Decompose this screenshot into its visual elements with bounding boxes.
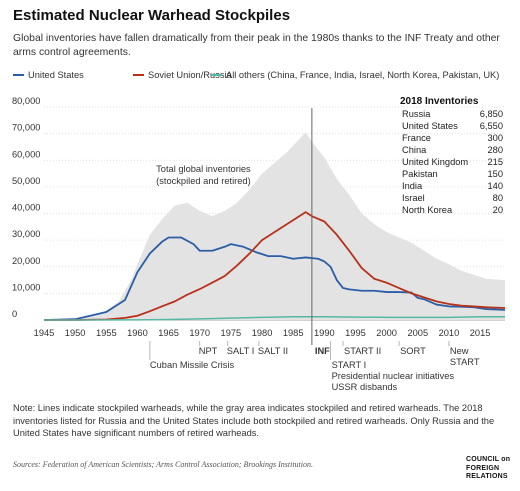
y-tick-label: 80,000 — [12, 96, 40, 106]
inventory-country: United States — [402, 121, 458, 131]
annotation-label: START I — [332, 360, 367, 370]
chart-title: Estimated Nuclear Warhead Stockpiles — [13, 7, 291, 24]
inventory-value: 6,850 — [480, 109, 503, 119]
x-tick-label: 1995 — [345, 328, 366, 338]
y-tick-label: 30,000 — [12, 229, 40, 239]
y-tick-label: 70,000 — [12, 123, 40, 133]
annotation-label: SALT II — [258, 346, 288, 356]
x-tick-label: 2015 — [470, 328, 491, 338]
annotation-label: SORT — [400, 346, 426, 356]
inventory-value: 215 — [487, 157, 503, 167]
x-axis-ticks: 1945 1950 1955 1960 1965 1970 1975 1980 1985 1990… — [34, 328, 491, 338]
annotation-label: New — [450, 346, 469, 356]
legend-item-others: All others (China, France, India, Israel… — [211, 70, 499, 80]
x-tick-label: 1980 — [252, 328, 273, 338]
y-tick-label: 60,000 — [12, 149, 40, 159]
inventories-table: 2018 Inventories Russia 6,850 United States… — [400, 96, 503, 215]
y-tick-label: 0 — [12, 309, 17, 319]
inventory-value: 140 — [487, 181, 503, 191]
annotation-label: START II — [344, 346, 381, 356]
x-tick-label: 1985 — [283, 328, 304, 338]
total-inventory-area — [44, 132, 505, 320]
x-tick-label: 1975 — [221, 328, 242, 338]
inventory-value: 150 — [487, 169, 503, 179]
cfr-logo: COUNCIL on FOREIGN RELATIONS — [466, 456, 510, 482]
annotation-label: START — [450, 357, 480, 367]
inventory-country: United Kingdom — [402, 157, 468, 167]
area-label: Total global inventories (stockpiled and … — [156, 164, 251, 186]
legend-label-us: United States — [28, 70, 84, 80]
series-line-2 — [44, 316, 505, 321]
legend-item-us: United States — [13, 70, 84, 80]
area-label-line: Total global inventories — [156, 164, 251, 174]
warhead-chart: 1945 1950 1955 1960 1965 1970 1975 1980 1985 1990… — [12, 96, 506, 392]
sources-line: Sources: Federation of American Scientis… — [13, 460, 313, 469]
inventory-country: Russia — [402, 109, 431, 119]
inventory-country: North Korea — [402, 205, 453, 215]
treaty-annotations: Cuban Missile Crisis NPT SALT I SALT II STAR… — [149, 341, 480, 392]
legend-label-russia: Soviet Union/Russia — [148, 70, 232, 80]
inventory-country: China — [402, 145, 427, 155]
legend-swatch-russia — [133, 73, 144, 76]
logo-line-1: COUNCIL on — [466, 456, 511, 463]
inventory-value: 80 — [493, 193, 503, 203]
x-tick-label: 2010 — [439, 328, 460, 338]
legend-swatch-us — [13, 73, 24, 76]
legend-label-others: All others (China, France, India, Israel… — [226, 70, 500, 80]
chart-subtitle: Global inventories have fallen dramatica… — [13, 33, 500, 58]
x-tick-label: 1965 — [158, 328, 179, 338]
annotation-label: Presidential nuclear initiatives — [332, 371, 455, 381]
series-line-0 — [43, 236, 506, 321]
x-tick-label: 2005 — [407, 328, 428, 338]
y-tick-label: 20,000 — [12, 256, 40, 266]
y-tick-label: 10,000 — [12, 282, 40, 292]
inventories-title: 2018 Inventories — [400, 96, 479, 107]
inventory-country: India — [402, 181, 423, 191]
series-lines — [43, 211, 506, 321]
inventory-country: Israel — [402, 193, 425, 203]
x-tick-label: 1960 — [127, 328, 148, 338]
y-axis-ticks: 0 10,000 20,000 30,000 40,000 50,000 60,000 70,… — [12, 96, 40, 319]
annotation-label: USSR disbands — [332, 382, 398, 392]
inventory-value: 280 — [487, 145, 503, 155]
inventory-country: Pakistan — [402, 169, 438, 179]
series-line-1 — [43, 211, 506, 321]
annotation-label: SALT I — [227, 346, 255, 356]
inventory-value: 20 — [493, 205, 503, 215]
x-tick-label: 1945 — [34, 328, 55, 338]
y-tick-label: 50,000 — [12, 176, 40, 186]
logo-line-3: RELATIONS — [466, 473, 508, 480]
inf-label: INF — [315, 346, 330, 356]
x-tick-label: 1990 — [314, 328, 335, 338]
legend-swatch-others — [211, 73, 222, 76]
x-tick-label: 1955 — [96, 328, 117, 338]
x-tick-label: 2000 — [376, 328, 397, 338]
inventory-value: 6,550 — [480, 121, 503, 131]
inventory-value: 300 — [487, 133, 503, 143]
area-label-line: (stockpiled and retired) — [156, 176, 251, 186]
annotation-label: NPT — [199, 346, 218, 356]
y-tick-label: 40,000 — [12, 203, 40, 213]
annotation-label: Cuban Missile Crisis — [150, 360, 235, 370]
x-tick-label: 1950 — [65, 328, 86, 338]
x-tick-label: 1970 — [189, 328, 210, 338]
chart-note: Note: Lines indicate stockpiled warheads… — [13, 403, 495, 438]
inventory-country: France — [402, 133, 431, 143]
legend-item-russia: Soviet Union/Russia — [133, 70, 232, 80]
logo-line-2: FOREIGN — [466, 464, 500, 472]
